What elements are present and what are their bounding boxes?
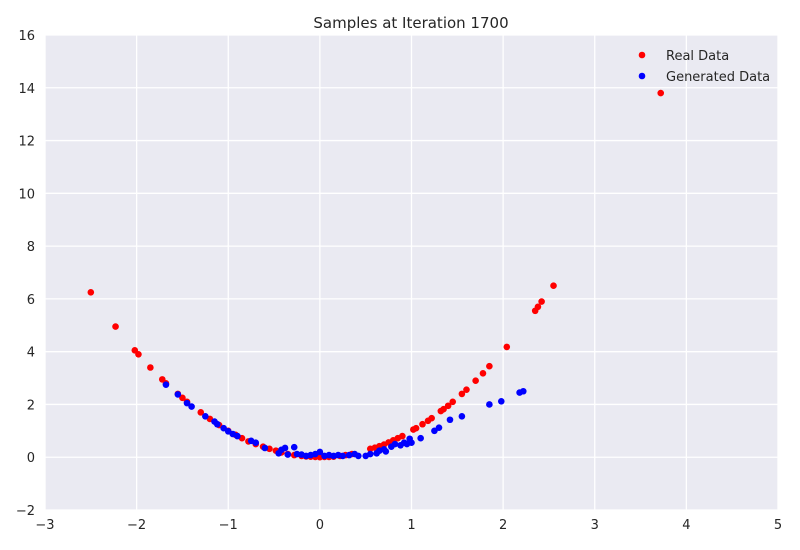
x-tick-label: 3 xyxy=(591,518,599,533)
x-tick-label: 0 xyxy=(316,518,324,533)
data-point xyxy=(463,386,470,393)
data-point xyxy=(366,450,374,458)
data-point xyxy=(449,398,457,406)
data-point xyxy=(519,387,527,395)
series-generated-data xyxy=(162,381,527,460)
legend-label: Real Data xyxy=(666,49,729,64)
data-point xyxy=(234,432,241,440)
data-point xyxy=(431,427,438,435)
data-point xyxy=(399,432,406,440)
y-tick-label: 2 xyxy=(27,398,35,413)
x-tick-label: −2 xyxy=(127,518,146,533)
data-point xyxy=(458,413,466,420)
x-tick-label: 5 xyxy=(774,518,782,533)
data-point xyxy=(550,282,557,289)
data-point xyxy=(538,298,545,305)
data-point xyxy=(183,399,191,407)
data-point xyxy=(162,381,170,388)
data-point xyxy=(188,403,195,410)
x-tick-label: −1 xyxy=(219,518,238,533)
x-tick-label: −3 xyxy=(35,518,54,533)
data-point xyxy=(408,439,415,447)
data-point xyxy=(147,364,154,371)
data-point xyxy=(220,424,227,432)
data-point xyxy=(202,413,209,420)
data-point xyxy=(179,394,186,402)
y-tick-label: −2 xyxy=(16,504,35,519)
data-point xyxy=(281,444,289,452)
y-tick-label: 16 xyxy=(18,29,35,44)
data-point xyxy=(534,303,542,311)
data-point xyxy=(316,448,324,456)
data-point xyxy=(412,424,420,432)
y-tick-label: 12 xyxy=(18,135,35,150)
y-axis-ticks: −2 0 2 4 6 8 10 12 14 16 xyxy=(16,29,35,519)
data-point xyxy=(458,390,466,398)
grid-lines xyxy=(44,34,779,511)
legend-marker xyxy=(638,51,646,59)
data-point xyxy=(428,414,435,422)
data-point xyxy=(657,89,665,97)
x-tick-label: 4 xyxy=(682,518,690,533)
data-point xyxy=(382,448,390,455)
y-tick-label: 8 xyxy=(27,240,35,255)
data-point xyxy=(290,443,298,451)
chart-title: Samples at Iteration 1700 xyxy=(313,14,508,32)
data-point xyxy=(440,405,447,413)
data-point xyxy=(486,362,493,370)
data-point xyxy=(174,391,182,398)
y-tick-label: 14 xyxy=(18,82,35,97)
x-axis-ticks: −3 −2 −1 0 1 2 3 4 5 xyxy=(35,518,782,533)
data-point xyxy=(339,452,347,460)
legend-label: Generated Data xyxy=(666,70,770,85)
data-point xyxy=(252,439,260,447)
x-tick-label: 1 xyxy=(407,518,415,533)
data-point xyxy=(213,420,221,428)
data-point xyxy=(345,451,353,459)
data-point xyxy=(446,416,454,424)
data-point xyxy=(87,288,95,296)
data-point xyxy=(355,452,362,460)
y-tick-label: 6 xyxy=(27,293,35,308)
legend: Real Data Generated Data xyxy=(638,49,770,85)
data-point xyxy=(497,397,505,405)
data-point xyxy=(503,343,511,351)
y-tick-label: 10 xyxy=(18,187,35,202)
data-point xyxy=(444,402,452,410)
y-tick-label: 4 xyxy=(27,346,35,361)
data-points xyxy=(87,89,665,461)
legend-marker xyxy=(638,72,646,80)
data-point xyxy=(472,377,479,384)
data-point xyxy=(417,434,424,442)
data-point xyxy=(435,424,443,431)
data-point xyxy=(419,420,426,428)
data-point xyxy=(261,444,269,452)
data-point xyxy=(479,370,487,377)
data-point xyxy=(135,351,142,358)
data-point xyxy=(197,409,205,416)
data-point xyxy=(112,323,119,330)
x-tick-label: 2 xyxy=(499,518,507,533)
data-point xyxy=(486,401,493,408)
data-point xyxy=(284,451,292,458)
y-tick-label: 0 xyxy=(27,451,35,466)
data-point xyxy=(391,440,399,448)
